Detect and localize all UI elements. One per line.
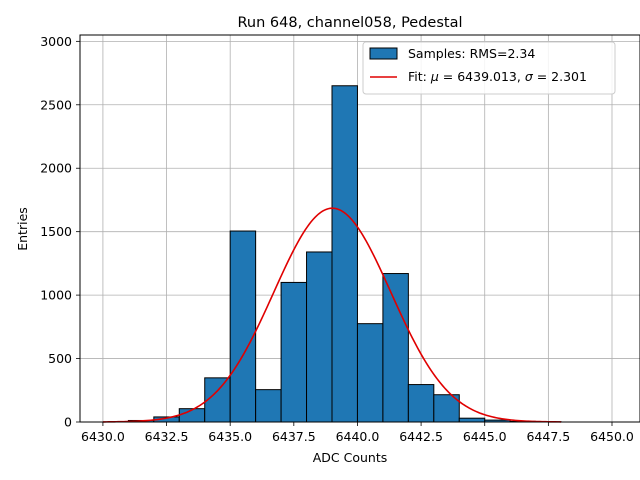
y-axis-label: Entries	[15, 207, 30, 251]
y-axis-ticks: 0 500 1000 1500 2000 2500 3000	[40, 34, 80, 430]
histogram-bar	[229, 230, 257, 423]
y-tick-label: 1500	[40, 224, 72, 239]
fit-curve-group	[102, 207, 562, 423]
x-tick-label: 6445.0	[463, 429, 507, 444]
y-tick-label: 1000	[40, 288, 72, 303]
histogram-bar	[458, 417, 486, 423]
histogram-bar	[433, 394, 460, 423]
histogram-bar	[306, 251, 333, 423]
y-tick-label: 0	[64, 415, 72, 430]
y-tick-label: 500	[48, 351, 72, 366]
histogram-bar	[356, 323, 384, 423]
y-tick-label: 3000	[40, 34, 72, 49]
y-tick-label: 2500	[40, 97, 72, 112]
x-tick-label: 6435.0	[208, 429, 252, 444]
plot-frame	[79, 34, 640, 423]
histogram-bar	[382, 273, 409, 423]
y-tick-label: 2000	[40, 161, 72, 176]
legend-samples-swatch	[369, 47, 398, 60]
histogram-bar	[331, 85, 358, 423]
x-tick-label: 6442.5	[399, 429, 443, 444]
x-tick-label: 6440.0	[336, 429, 380, 444]
fit-curve	[102, 207, 562, 423]
histogram-bar	[407, 384, 435, 423]
x-tick-label: 6447.5	[526, 429, 570, 444]
x-axis-ticks: 6430.0 6432.5 6435.0 6437.5 6440.0 6442.5 6445…	[81, 422, 634, 444]
histogram-bar	[280, 281, 308, 423]
x-tick-label: 6430.0	[81, 429, 125, 444]
legend-frame	[362, 41, 616, 95]
legend-fit-label: Fit: μ = 6439.013, σ = 2.301	[408, 69, 587, 84]
x-tick-label: 6432.5	[145, 429, 189, 444]
legend: Samples: RMS=2.34 Fit: μ = 6439.013, σ =…	[362, 41, 616, 95]
chart-title: Run 648, channel058, Pedestal	[237, 15, 462, 31]
x-axis-label: ADC Counts	[313, 450, 388, 465]
legend-samples-label: Samples: RMS=2.34	[408, 46, 535, 61]
x-tick-label: 6450.0	[590, 429, 634, 444]
x-tick-label: 6437.5	[272, 429, 316, 444]
histogram-bar	[255, 389, 282, 423]
